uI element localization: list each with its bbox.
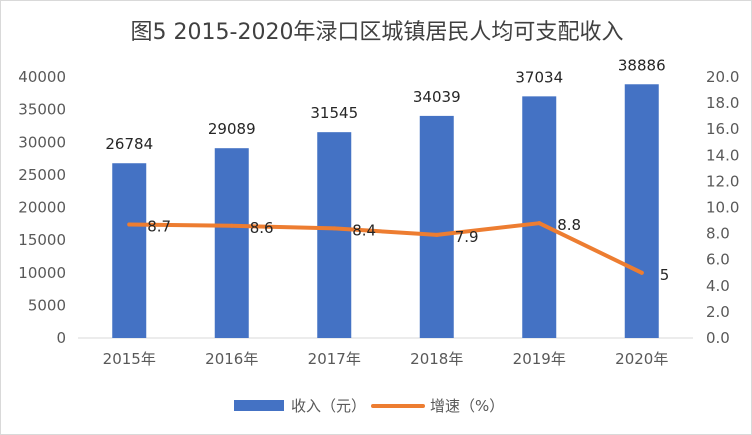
y-right-tick-label: 4.0	[706, 277, 730, 295]
y-right-tick-label: 18.0	[706, 94, 739, 112]
y-left-tick-label: 25000	[18, 166, 66, 184]
bar-data-label: 34039	[413, 88, 461, 106]
line-data-label: 8.8	[557, 216, 581, 234]
y-left-tick-label: 10000	[18, 264, 66, 282]
y-right-tick-label: 2.0	[706, 303, 730, 321]
line-point	[434, 232, 439, 237]
x-tick-label: 2015年	[103, 350, 156, 368]
chart-title: 图5 2015-2020年渌口区城镇居民人均可支配收入	[131, 20, 624, 45]
y-right-tick-label: 10.0	[706, 199, 739, 217]
bar-data-label: 37034	[515, 68, 563, 86]
x-tick-label: 2017年	[308, 350, 361, 368]
bar-data-label: 38886	[618, 56, 666, 74]
y-left-tick-label: 0	[56, 329, 66, 347]
bar	[112, 163, 147, 338]
line-point	[127, 222, 132, 227]
x-tick-label: 2020年	[615, 350, 668, 368]
bar	[624, 84, 659, 338]
y-right-tick-label: 8.0	[706, 225, 730, 243]
line-point	[332, 226, 337, 231]
y-right-tick-label: 16.0	[706, 120, 739, 138]
y-right-tick-label: 0.0	[706, 329, 730, 347]
y-left-tick-label: 40000	[18, 68, 66, 86]
line-data-label: 5	[660, 266, 670, 284]
bar-data-label: 26784	[105, 135, 153, 153]
y-right-tick-label: 6.0	[706, 251, 730, 269]
x-tick-label: 2016年	[205, 350, 258, 368]
line-data-label: 7.9	[455, 228, 479, 246]
legend-label-growth: 增速（%）	[430, 397, 504, 415]
line-data-label: 8.7	[147, 217, 171, 235]
x-tick-label: 2019年	[513, 350, 566, 368]
bar	[522, 96, 557, 338]
y-left-tick-label: 30000	[18, 133, 66, 151]
line-point	[229, 223, 234, 228]
y-left-tick-label: 5000	[28, 296, 66, 314]
line-point	[537, 221, 542, 226]
bar-data-label: 31545	[310, 104, 358, 122]
legend-label-income: 收入（元）	[291, 397, 366, 415]
y-left-tick-label: 35000	[18, 101, 66, 119]
y-right-tick-label: 14.0	[706, 146, 739, 164]
x-tick-label: 2018年	[410, 350, 463, 368]
y-left-tick-label: 15000	[18, 231, 66, 249]
line-data-label: 8.6	[250, 219, 274, 237]
line-data-label: 8.4	[352, 221, 376, 239]
y-right-tick-label: 20.0	[706, 68, 739, 86]
bar-data-label: 29089	[208, 120, 256, 138]
growth-line	[127, 221, 644, 275]
bar	[419, 115, 454, 338]
y-left-tick-label: 20000	[18, 199, 66, 217]
bar	[214, 148, 249, 338]
bar	[317, 132, 352, 338]
line-point	[639, 270, 644, 275]
y-right-tick-label: 12.0	[706, 172, 739, 190]
legend-swatch-income	[234, 400, 284, 411]
